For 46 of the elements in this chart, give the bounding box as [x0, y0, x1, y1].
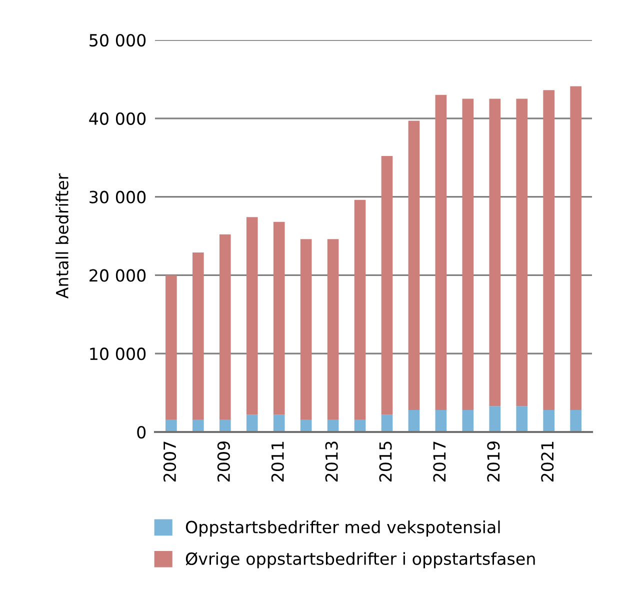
- bar: [166, 419, 177, 432]
- x-tick-label: 2007: [163, 442, 176, 482]
- bar: [408, 410, 420, 432]
- x-tick-label: 2021: [541, 442, 554, 482]
- y-tick-label: 40 000: [89, 112, 146, 125]
- bar: [354, 200, 366, 420]
- bar: [489, 406, 501, 432]
- bar: [570, 86, 582, 410]
- bar: [166, 275, 177, 420]
- x-tick-label: 2015: [379, 442, 392, 482]
- bar: [273, 222, 285, 415]
- y-tick-label: 10 000: [90, 348, 146, 360]
- bar: [462, 410, 474, 432]
- legend-label: Øvrige oppstartsbedrifter i oppstartsfasen: [186, 552, 535, 568]
- bar: [462, 98, 474, 410]
- bar: [219, 419, 231, 432]
- bar: [246, 414, 258, 432]
- bar: [300, 239, 312, 420]
- y-tick-label: 0: [137, 426, 146, 439]
- bar: [408, 120, 420, 410]
- y-tick-label: 20 000: [90, 269, 146, 282]
- x-tick-label: 2017: [433, 442, 446, 482]
- bar: [435, 94, 447, 410]
- x-tick-label: 2011: [271, 442, 284, 482]
- bar: [543, 90, 555, 410]
- x-tick-label: 2019: [487, 442, 500, 482]
- bar: [489, 98, 501, 406]
- bar: [192, 419, 204, 432]
- x-tick-label: 2013: [325, 442, 338, 482]
- bar: [516, 406, 528, 432]
- y-tick-label: 50 000: [90, 34, 146, 47]
- y-axis-title: Antall bedrifter: [56, 173, 68, 299]
- bar: [570, 410, 582, 432]
- bar: [435, 410, 447, 432]
- x-tick-label: 2009: [217, 442, 230, 482]
- y-tick-label: 30 000: [90, 190, 146, 204]
- bar: [516, 98, 528, 406]
- bar: [219, 234, 231, 420]
- bar: [273, 414, 285, 432]
- legend-label: Oppstartsbedrifter med vekspotensial: [186, 520, 500, 537]
- bar: [246, 217, 258, 415]
- bar: [381, 156, 393, 415]
- bar: [192, 252, 204, 420]
- bar: [381, 414, 393, 432]
- bar: [327, 239, 339, 420]
- bar: [543, 410, 555, 432]
